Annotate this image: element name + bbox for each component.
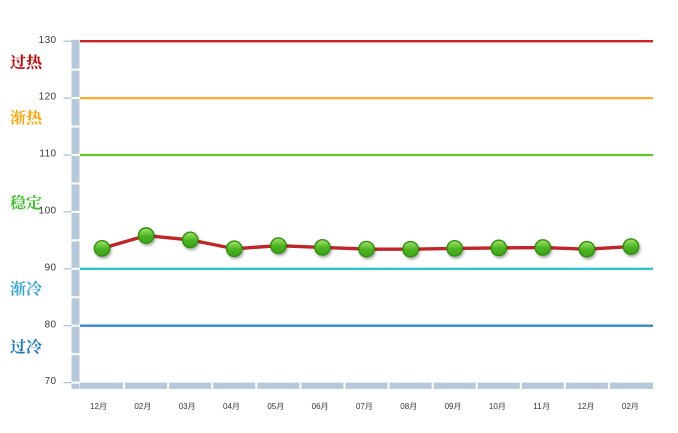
svg-text:09: 09 — [445, 402, 454, 411]
svg-text:12: 12 — [90, 402, 99, 411]
svg-text:07: 07 — [356, 402, 365, 411]
svg-text:110: 110 — [39, 149, 56, 160]
svg-text:06: 06 — [312, 402, 321, 411]
svg-text:80: 80 — [45, 319, 57, 330]
svg-text:120: 120 — [39, 92, 57, 103]
svg-text:10: 10 — [489, 402, 498, 411]
svg-text:100: 100 — [39, 206, 57, 217]
svg-text:05: 05 — [267, 402, 276, 411]
svg-text:08: 08 — [400, 402, 409, 411]
svg-text:02: 02 — [134, 402, 143, 411]
svg-text:70: 70 — [45, 376, 57, 387]
svg-text:02: 02 — [622, 402, 631, 411]
svg-text:90: 90 — [45, 262, 57, 273]
svg-text:11: 11 — [533, 402, 542, 411]
svg-text:12: 12 — [578, 402, 587, 411]
svg-text:130: 130 — [39, 35, 57, 46]
svg-text:04: 04 — [223, 402, 232, 411]
svg-text:03: 03 — [179, 402, 188, 411]
